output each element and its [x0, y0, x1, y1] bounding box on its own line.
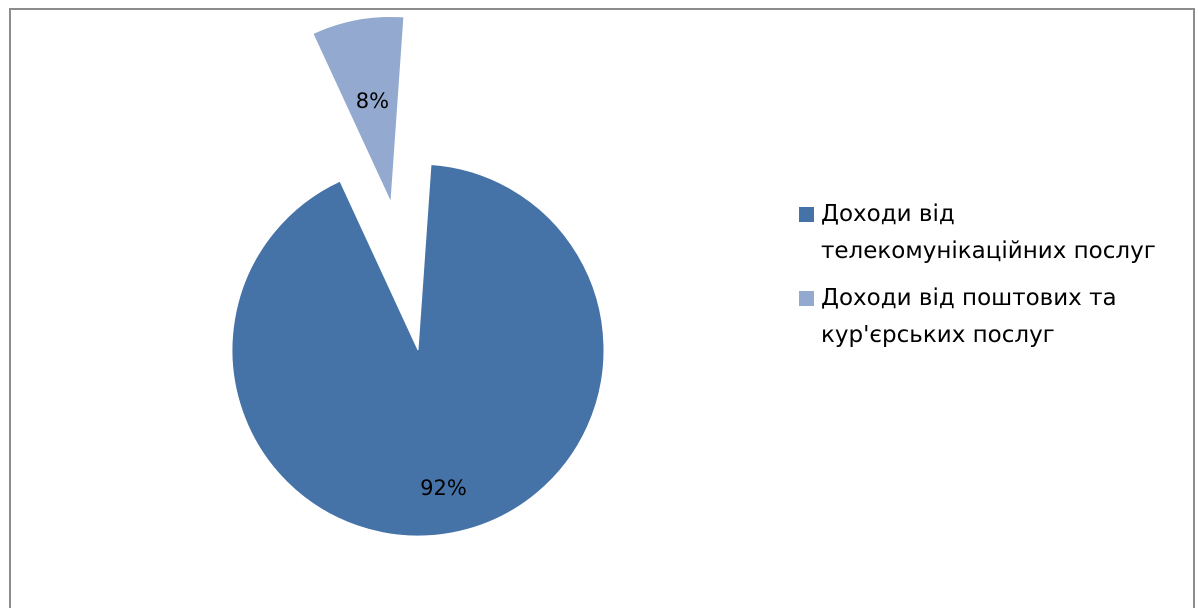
legend-label-telecom: Доходи від телекомунікаційних послуг [821, 201, 1156, 264]
pie-chart: 92% 8% [231, 15, 605, 537]
legend-label-postal: Доходи від поштових та кур'єрських послу… [821, 285, 1117, 348]
data-label-postal: 8% [356, 89, 389, 113]
pie-slice-telecom [231, 163, 605, 537]
legend-swatch-postal [799, 291, 814, 306]
legend-item-postal: Доходи від поштових та кур'єрських послу… [799, 280, 1179, 354]
legend: Доходи від телекомунікаційних послуг Дох… [799, 196, 1179, 364]
chart-area: 92% 8% Доходи від телекомунікаційних посл… [9, 8, 1195, 608]
pie-slice-postal [312, 15, 405, 203]
data-label-telecom: 92% [420, 476, 467, 500]
legend-item-telecom: Доходи від телекомунікаційних послуг [799, 196, 1179, 270]
legend-swatch-telecom [799, 207, 814, 222]
